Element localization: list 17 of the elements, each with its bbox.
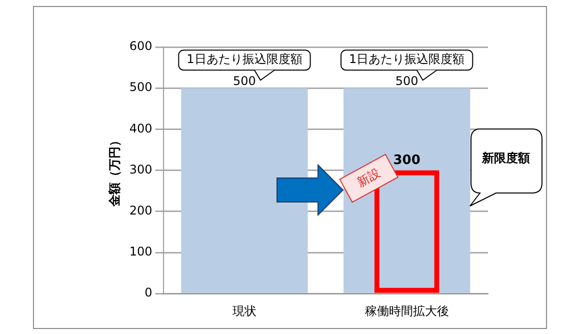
y-tick-label: 0 — [144, 286, 152, 300]
data-label: 500 — [395, 74, 418, 88]
y-axis-title: 金額（万円） — [107, 134, 122, 208]
data-label: 500 — [233, 74, 256, 88]
y-tick-label: 300 — [129, 162, 152, 176]
annotation: 新限度額 — [481, 150, 531, 167]
y-tick-label: 200 — [129, 204, 152, 218]
x-tick-label: 稼働時間拡大後 — [364, 304, 449, 318]
data-label: 300 — [393, 153, 420, 168]
x-tick-label: 現状 — [232, 304, 256, 318]
annotation: 新設 — [354, 166, 382, 190]
annotation: 1日あたり振込限度額 — [349, 52, 465, 66]
y-tick-label: 400 — [129, 121, 152, 136]
y-tick-label: 500 — [129, 80, 152, 94]
annotation: 1日あたり振込限度額 — [186, 52, 302, 66]
y-tick-label: 600 — [129, 39, 152, 54]
y-tick-label: 100 — [129, 244, 152, 259]
